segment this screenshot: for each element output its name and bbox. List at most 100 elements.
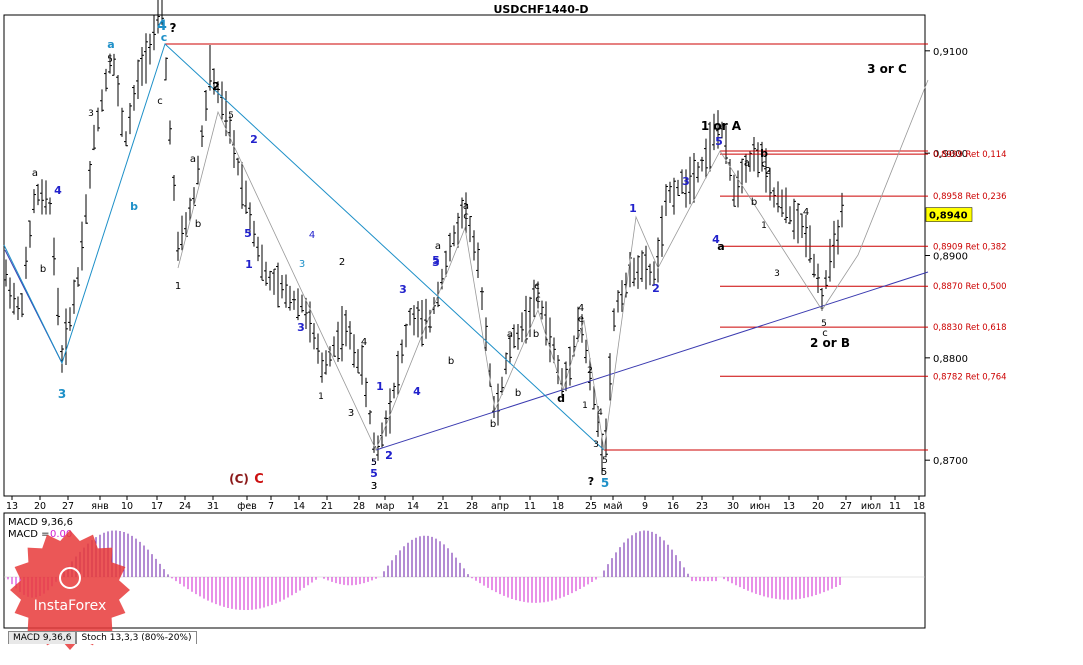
x-tick-label: 16 [667,501,679,512]
wave-label: 1 [761,221,767,231]
wave-label: 2 [212,80,220,93]
wave-label: 5 [821,319,827,329]
wave-label: 3 [593,440,599,450]
wave-label: b [533,329,539,340]
wave-label: b [448,356,454,367]
tab-stoch[interactable]: Stoch 13,3,3 (80%-20%) [76,631,197,644]
wave-label: e [578,314,584,325]
x-tick-label: май [603,501,622,512]
y-tick-label: 0,8700 [933,456,968,467]
fib-level-label: 0,8909 Ret 0,382 [933,242,1007,252]
wave-label: 5 [371,458,377,468]
wave-label: 2 [385,449,393,462]
wave-label: 4 [578,303,584,314]
wave-label: a [744,158,750,169]
x-tick-label: 10 [121,501,133,512]
wave-label: a [107,38,114,51]
x-tick-label: мар [375,501,394,512]
wave-label: a [463,201,469,212]
wave-label: 5 [371,458,377,468]
wave-label: a [507,329,513,340]
wave-label: 4 [712,233,720,246]
tab-macd[interactable]: MACD 9,36,6 [8,631,77,644]
x-tick-label: 28 [353,501,365,512]
indicator-tabs: MACD 9,36,6 Stoch 13,3,3 (80%-20%) [8,631,197,644]
wave-label: 2 [339,257,345,268]
wave-label: 1 [175,281,181,292]
wave-label: 3 [774,269,780,279]
trend-line [375,271,929,451]
wave-label: 3 [371,481,377,492]
wave-label: 3 [348,408,354,419]
x-tick-label: фев [237,501,257,512]
x-tick-label: 20 [34,501,46,512]
wave-label: c [535,294,541,305]
wave-label: b [760,147,768,160]
x-tick-label: 31 [207,501,219,512]
x-tick-label: 14 [407,501,419,512]
wave-label: b [751,197,757,208]
wave-label: 5 [371,458,377,468]
macd-value-prefix: MACD = [8,529,50,540]
x-tick-label: 13 [783,501,795,512]
wave-label: 2 [765,166,771,177]
wave-label: 4 [361,337,367,348]
wave-label: 4 [54,184,62,197]
wave-label: 3 [682,175,690,188]
wave-label: 4 [413,385,421,398]
fib-level-label: 0,8830 Ret 0,618 [933,323,1007,333]
wave-line-blue [3,43,605,451]
x-tick-label: 17 [151,501,163,512]
wave-label: 5 [602,456,608,466]
wave-label: 1 or A [701,119,742,133]
wave-label: 2 [587,366,593,376]
wave-label: a [190,154,196,165]
x-tick-label: 23 [696,501,708,512]
fib-level-label: 0,8999 Ret 0,114 [933,150,1007,160]
wave-label: 3 [299,259,305,270]
wave-label: 1 [582,401,588,411]
wave-label: c [463,211,469,222]
x-tick-label: июн [750,501,770,512]
wave-label: 5 [601,467,607,478]
wave-label: 5 [244,227,252,240]
wave-label: 2 [250,133,258,146]
y-tick-label: 0,9000 [933,149,968,160]
wave-label: 5 [432,254,440,267]
x-tick-label: 25 [585,501,597,512]
wave-label: 5 [370,467,378,480]
wave-label: 3 [371,481,377,492]
y-tick-label: 0,8800 [933,354,968,365]
x-tick-label: 7 [268,501,274,512]
wave-label: 3 [58,387,66,401]
y-tick-label: 0,8900 [933,252,968,263]
wave-label: c [161,31,168,44]
x-tick-label: 11 [889,501,901,512]
wave-label: 5 [228,111,234,121]
wave-label: 5 [601,476,609,490]
wave-label: a [32,168,38,179]
x-tick-label: янв [91,501,109,512]
wave-label: c [761,159,767,170]
wave-label: 5 [107,55,113,65]
fib-level-label: 0,8958 Ret 0,236 [933,192,1007,202]
wave-label: (C) [229,472,249,486]
wave-label: 1 [245,258,253,271]
wave-label: a [717,240,724,253]
current-price-box [925,207,973,222]
x-tick-label: 13 [6,501,18,512]
x-tick-label: 27 [840,501,852,512]
macd-label: MACD 9,36,6 [8,517,73,528]
y-tick-label: 0,9100 [933,47,968,58]
x-tick-label: 28 [466,501,478,512]
wave-line-gray [177,79,929,452]
wave-label: 1 [376,380,384,393]
x-tick-label: 11 [524,501,536,512]
wave-label: 3 or C [867,62,907,76]
wave-label: a [435,241,441,252]
watermark-icon [59,567,81,589]
wave-label: ? [588,475,594,488]
wave-label: d [557,392,565,405]
chart-title: USDCHF1440-D [493,3,588,16]
